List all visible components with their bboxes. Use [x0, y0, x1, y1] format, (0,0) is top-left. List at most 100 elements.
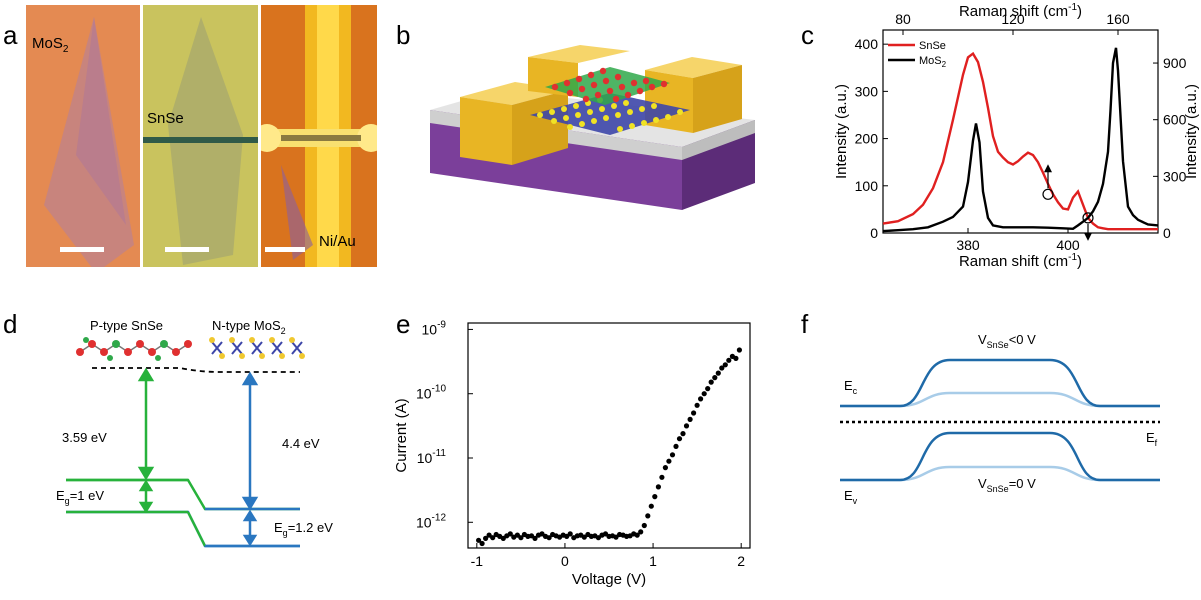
micrograph-mos2: MoS2: [26, 5, 140, 267]
y-tick-label: 400: [855, 36, 879, 52]
data-point: [497, 533, 503, 540]
data-point: [500, 535, 506, 542]
vsnse-zero-label: VSnSe=0 V: [978, 476, 1036, 494]
mos2-marker-circle: [1082, 212, 1094, 224]
snse-chain-icon: [76, 337, 192, 361]
snse-bandgap-label: Eg=1 eV: [56, 488, 104, 506]
data-point: [652, 494, 658, 500]
ef-label: Ef: [1146, 430, 1158, 448]
snse-vb: [66, 510, 300, 548]
ev-curve-dark: [840, 431, 1160, 482]
data-point: [602, 531, 609, 537]
data-point: [592, 533, 598, 539]
x-axis-label: Voltage (V): [572, 571, 646, 588]
mos2-electron-affinity-arrow: [241, 371, 259, 547]
data-point: [542, 533, 549, 540]
data-point: [606, 533, 612, 540]
y-tick-label: 10-9: [422, 319, 447, 337]
data-point: [662, 465, 669, 471]
data-point: [550, 531, 556, 538]
mos2-flake: [44, 17, 134, 267]
micrograph-device: Ni/Au: [261, 5, 377, 267]
snse-electron-affinity-arrow: [137, 367, 155, 514]
data-point: [683, 423, 690, 429]
data-point: [564, 533, 570, 540]
data-point: [486, 532, 492, 538]
x-axis-label: Raman shift (cm-1): [959, 252, 1082, 270]
y-tick-label: 200: [855, 131, 879, 147]
data-point: [680, 431, 686, 437]
mos2-bandgap-label: Eg=1.2 eV: [274, 520, 333, 538]
y-tick-label: 0: [870, 225, 878, 241]
data-point: [705, 386, 711, 392]
y-tick-label: 300: [855, 83, 879, 99]
data-point: [613, 534, 619, 540]
x-tick-label: 2: [737, 553, 745, 569]
data-point: [507, 531, 513, 537]
data-point: [719, 365, 725, 371]
ev-curve-light: [840, 465, 1160, 482]
data-point: [532, 535, 538, 542]
band-bending-diagram: Ec Ev Ef VSnSe<0 V VSnSe=0 V: [840, 332, 1160, 506]
mos2-label: MoS2: [32, 35, 69, 55]
mos2-chain-icon: [209, 337, 305, 359]
y-tick-label: 100: [855, 178, 879, 194]
y-tick-label: 10-12: [416, 512, 446, 530]
mos2-layer: [530, 93, 690, 135]
data-point: [659, 474, 665, 480]
data-point: [511, 534, 517, 540]
x-top-axis-label: Raman shift (cm-1): [959, 2, 1082, 20]
mos2-arrow-head: [1084, 232, 1092, 241]
data-point: [733, 355, 739, 361]
y-tick-label: 10-11: [417, 448, 447, 466]
mos2-affinity-label: 4.4 eV: [282, 436, 320, 451]
data-point: [673, 443, 679, 449]
data-point: [666, 458, 672, 464]
data-point: [546, 535, 552, 541]
electrode-label: Ni/Au: [319, 233, 356, 250]
data-point: [493, 531, 499, 538]
data-point: [641, 522, 647, 529]
data-point: [722, 362, 728, 368]
snse-marker-circle: [1042, 188, 1054, 200]
ev-label: Ev: [844, 488, 858, 506]
data-point: [567, 531, 573, 537]
data-point: [588, 533, 595, 540]
band-alignment-diagram: P-type SnSe N-type MoS2 3: [56, 318, 333, 548]
data-point: [627, 533, 633, 539]
data-point: [698, 396, 704, 402]
data-point: [490, 535, 496, 541]
series-line-0: [882, 51, 1158, 231]
data-point: [504, 533, 510, 539]
panel-label-e: e: [396, 309, 411, 339]
data-point: [648, 503, 654, 509]
data-point: [701, 391, 707, 397]
data-point: [539, 531, 545, 537]
data-point: [638, 529, 644, 535]
ntype-label: N-type MoS2: [212, 318, 286, 336]
data-point: [645, 513, 651, 519]
data-point: [599, 532, 605, 538]
data-point: [595, 535, 602, 541]
data-point: [518, 535, 524, 541]
top-tick-label: 160: [1106, 11, 1130, 27]
y-right-tick-label: 900: [1163, 55, 1187, 71]
data-point: [736, 347, 743, 353]
data-point: [687, 416, 693, 422]
ptype-label: P-type SnSe: [90, 318, 163, 333]
data-point: [557, 534, 563, 540]
data-point: [483, 535, 489, 542]
data-point: [514, 532, 521, 538]
top-tick-label: 80: [895, 11, 911, 27]
x-tick-label: 0: [561, 553, 569, 569]
data-point: [726, 357, 732, 363]
top-tick-label: 120: [1001, 11, 1025, 27]
device-electrodes: [261, 5, 377, 267]
data-point: [729, 353, 736, 359]
plot-frame: [467, 322, 751, 549]
snse-label: SnSe: [147, 110, 184, 127]
data-point: [694, 402, 700, 408]
x-tick-label: -1: [471, 553, 484, 569]
y-right-tick-label: 300: [1163, 168, 1187, 184]
ec-curve-dark: [840, 358, 1160, 408]
